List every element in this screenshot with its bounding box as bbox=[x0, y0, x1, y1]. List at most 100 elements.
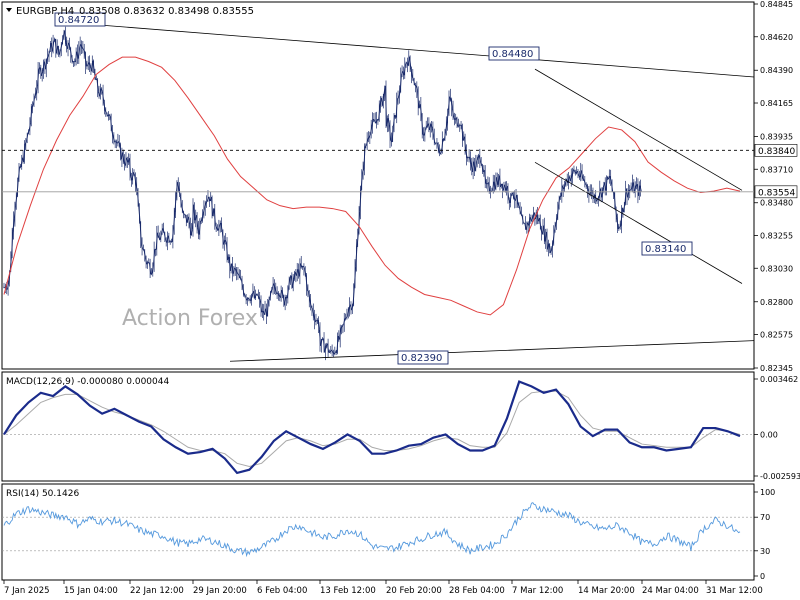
candle-body bbox=[91, 60, 94, 72]
ohlc-readout: 0.83508 0.83632 0.83498 0.83555 bbox=[79, 6, 254, 17]
candle-body bbox=[174, 194, 177, 213]
candle-body bbox=[39, 67, 42, 77]
time-axis-label: 7 Mar 12:00 bbox=[512, 586, 563, 596]
candle-body bbox=[336, 336, 339, 353]
candle-body bbox=[135, 184, 138, 192]
candle-body bbox=[583, 179, 586, 185]
candle-body bbox=[35, 86, 38, 94]
candle-body bbox=[494, 177, 498, 190]
candle-body bbox=[352, 287, 355, 305]
candle-body bbox=[399, 75, 402, 92]
price-axis-label: 0.83710 bbox=[760, 165, 793, 174]
candle-body bbox=[518, 207, 522, 214]
candle-body bbox=[425, 126, 428, 129]
price-axis-label: 0.82345 bbox=[760, 364, 793, 373]
candle-body bbox=[304, 268, 307, 276]
candle-body bbox=[245, 296, 248, 301]
candle-body bbox=[466, 157, 469, 159]
candle-body bbox=[155, 232, 158, 250]
candle-body bbox=[198, 220, 201, 235]
candle-body bbox=[247, 297, 250, 301]
candle-body bbox=[24, 141, 27, 145]
price-annotation-label: 0.84480 bbox=[492, 49, 533, 60]
candle-body bbox=[80, 44, 83, 49]
trendline bbox=[95, 24, 755, 78]
candle-body bbox=[371, 119, 374, 127]
candle-body bbox=[455, 117, 459, 127]
candle-body bbox=[437, 142, 440, 152]
candle-body bbox=[568, 176, 572, 182]
candle-body bbox=[131, 172, 134, 181]
candle-body bbox=[92, 60, 95, 72]
candle-body bbox=[12, 218, 15, 232]
candle-body bbox=[485, 183, 488, 185]
trendline bbox=[534, 68, 743, 191]
candle-body bbox=[132, 172, 136, 176]
candle-body bbox=[28, 122, 32, 131]
candle-body bbox=[100, 88, 103, 93]
candle-body bbox=[253, 291, 256, 299]
candle-body bbox=[208, 196, 211, 202]
candle-body bbox=[605, 176, 608, 191]
candle-body bbox=[610, 182, 614, 192]
candle-body bbox=[556, 206, 559, 219]
candle-body bbox=[79, 44, 82, 49]
candle-body bbox=[51, 41, 55, 52]
candle-body bbox=[220, 222, 223, 232]
candle-body bbox=[427, 123, 430, 131]
candle-body bbox=[560, 185, 563, 197]
candle-body bbox=[66, 42, 70, 49]
candle-body bbox=[298, 263, 301, 277]
candle-body bbox=[582, 178, 585, 181]
candle-body bbox=[217, 225, 220, 231]
candle-body bbox=[259, 300, 263, 313]
candle-body bbox=[585, 183, 588, 186]
candle-body bbox=[360, 172, 363, 190]
candle-body bbox=[429, 124, 432, 131]
candle-body bbox=[439, 151, 443, 155]
candle-body bbox=[30, 106, 33, 123]
candle-body bbox=[520, 213, 523, 217]
candle-body bbox=[525, 222, 528, 230]
candle-body bbox=[320, 339, 323, 346]
macd-panel bbox=[1, 371, 755, 482]
candle-body bbox=[153, 249, 156, 265]
price-annotation-box bbox=[488, 46, 540, 61]
candle-body bbox=[478, 155, 481, 163]
candle-body bbox=[340, 325, 343, 329]
rsi-panel bbox=[1, 483, 755, 581]
time-axis-label: 24 Mar 04:00 bbox=[642, 586, 699, 596]
candle-body bbox=[446, 110, 449, 124]
candle-body bbox=[331, 349, 334, 353]
candle-body bbox=[202, 208, 205, 214]
candle-body bbox=[328, 351, 331, 354]
candle-body bbox=[292, 279, 295, 288]
candle-body bbox=[364, 144, 367, 147]
candle-body bbox=[166, 235, 169, 243]
candle-body bbox=[362, 168, 365, 173]
candle-body bbox=[206, 196, 210, 202]
candle-body bbox=[124, 157, 128, 166]
candle-body bbox=[563, 183, 566, 190]
candle-body bbox=[516, 194, 519, 204]
candle-body bbox=[270, 288, 273, 292]
candle-body bbox=[536, 214, 539, 222]
candle-body bbox=[550, 250, 553, 253]
candle-body bbox=[231, 263, 234, 274]
candle-body bbox=[178, 188, 181, 197]
candle-body bbox=[96, 79, 99, 92]
candle-body bbox=[465, 150, 468, 159]
candle-body bbox=[388, 124, 392, 141]
candle-body bbox=[171, 227, 174, 242]
candle-body bbox=[445, 123, 448, 132]
candle-body bbox=[417, 90, 420, 109]
candle-body bbox=[101, 91, 105, 102]
candle-body bbox=[177, 182, 180, 190]
candle-body bbox=[502, 184, 506, 191]
candle-body bbox=[20, 157, 23, 168]
candle-body bbox=[574, 170, 577, 174]
candle-body bbox=[576, 170, 580, 176]
candle-body bbox=[273, 283, 276, 289]
candle-body bbox=[307, 290, 309, 292]
time-axis-label: 6 Feb 04:00 bbox=[257, 586, 307, 596]
